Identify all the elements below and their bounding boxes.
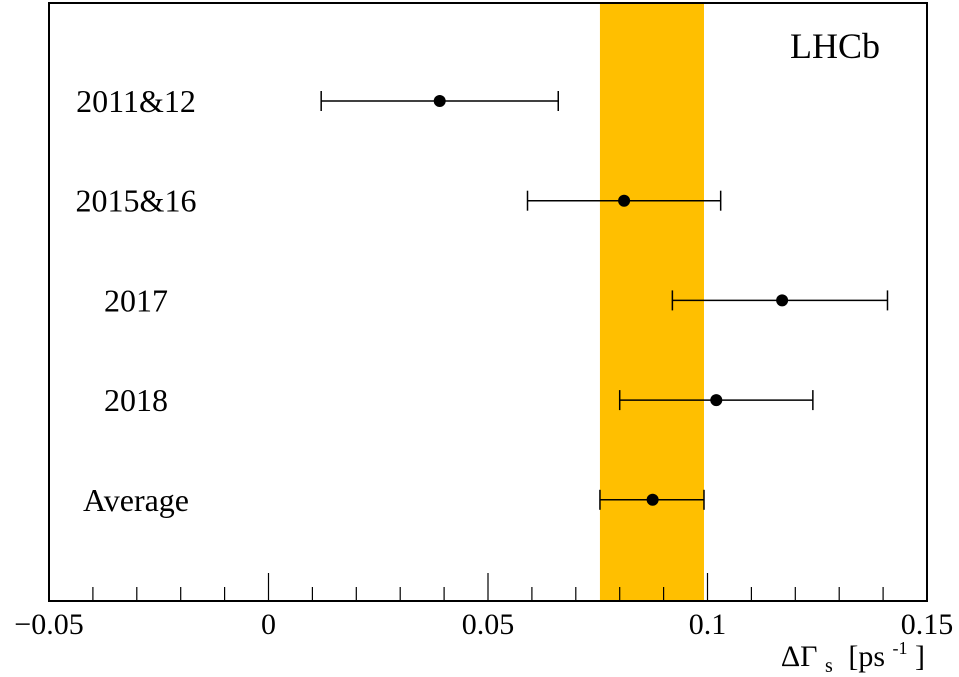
x-axis-title-subscript: s [825, 655, 833, 677]
experiment-label: LHCb [790, 26, 880, 66]
row-label: 2011&12 [76, 83, 196, 119]
x-tick-label: 0 [261, 608, 276, 641]
x-tick-label: −0.05 [14, 608, 83, 641]
x-tick-label: 0.05 [462, 608, 515, 641]
row-label: 2018 [104, 382, 168, 418]
average-band [599, 3, 704, 601]
x-tick-label: 0.15 [901, 608, 954, 641]
row-label: 2015&16 [76, 183, 197, 219]
x-tick-label: 0.1 [689, 608, 727, 641]
x-axis-title-close: ] [915, 640, 925, 673]
data-point [618, 194, 631, 207]
label-layer: 2011&12 2015&16 2017 2018 Average [76, 83, 197, 518]
points-layer [320, 91, 889, 510]
data-point [776, 294, 789, 307]
axis-layer: −0.05 0 0.05 0.1 0.15 [14, 2, 954, 641]
row-label: Average [83, 482, 189, 518]
x-axis-title-superscript: -1 [893, 638, 908, 658]
row-label: 2017 [104, 282, 168, 318]
data-point [433, 95, 446, 107]
x-axis-title-unit: [ps [848, 640, 885, 673]
data-point [710, 394, 723, 407]
x-axis-title-main: ΔΓ [781, 640, 818, 673]
band-layer [599, 3, 704, 601]
x-axis-title: ΔΓ s [ps -1 ] [781, 628, 925, 677]
data-point [646, 493, 659, 506]
